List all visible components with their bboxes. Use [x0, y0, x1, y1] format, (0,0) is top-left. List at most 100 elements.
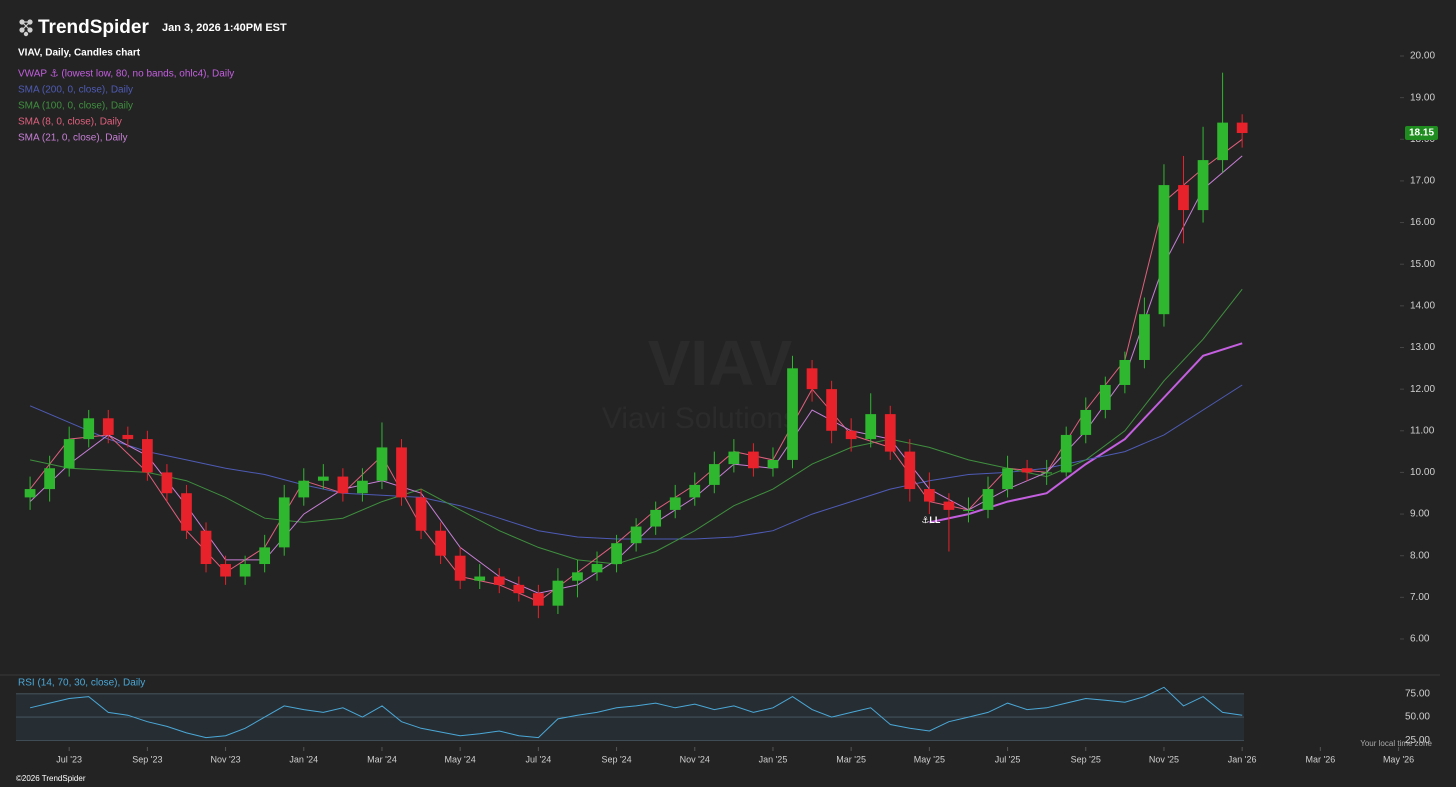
candle-body	[357, 480, 368, 494]
candle-body	[278, 497, 290, 548]
x-tick-label: May '24	[445, 754, 476, 764]
timezone-note: Your local time zone	[1360, 739, 1432, 748]
candle-body	[865, 414, 877, 440]
candle-body	[44, 468, 56, 490]
y-tick-label: 19.00	[1410, 92, 1435, 103]
candle-body	[787, 368, 798, 460]
candle-body	[611, 543, 622, 565]
candle-body	[317, 476, 329, 481]
y-tick-label: 12.00	[1410, 384, 1435, 395]
rsi-tick-label: 50.00	[1405, 712, 1430, 723]
candle-body	[1041, 472, 1053, 474]
y-tick-label: 16.00	[1410, 217, 1435, 228]
y-tick-label: 10.00	[1410, 467, 1435, 478]
x-tick-label: Sep '25	[1071, 754, 1101, 764]
x-tick-label: Mar '24	[367, 754, 397, 764]
x-tick-label: Nov '23	[210, 754, 240, 764]
y-tick-label: 7.00	[1410, 592, 1430, 603]
candle-body	[1080, 409, 1092, 435]
legend-entry: SMA (8, 0, close), Daily	[18, 117, 122, 128]
candle-body	[1021, 468, 1033, 473]
y-tick-label: 11.00	[1410, 425, 1435, 436]
candle-body	[982, 489, 994, 510]
candle-body	[708, 464, 720, 485]
legend-entry: VWAP ⚓ (lowest low, 80, no bands, ohlc4)…	[18, 69, 234, 80]
candle-body	[239, 564, 251, 577]
last-price-label: 18.15	[1409, 128, 1434, 139]
rsi-line	[29, 686, 1243, 739]
candle-body	[963, 509, 974, 511]
candle-body	[650, 509, 662, 527]
legend-entry: SMA (21, 0, close), Daily	[18, 133, 127, 144]
indicator-line	[929, 342, 1243, 524]
y-tick-label: 6.00	[1410, 634, 1430, 645]
x-tick-label: Jul '25	[995, 754, 1021, 764]
chart-title: VIAV, Daily, Candles chart	[18, 48, 141, 59]
logo-icon	[19, 19, 33, 37]
candle-body	[102, 418, 114, 435]
x-tick-label: May '25	[914, 754, 945, 764]
candle-body	[24, 489, 36, 498]
candle-body	[220, 564, 231, 577]
candle-body	[513, 584, 525, 594]
x-tick-label: Mar '26	[1305, 754, 1335, 764]
candle-body	[1217, 122, 1228, 161]
candle-body	[806, 368, 818, 390]
x-tick-label: May '26	[1383, 754, 1414, 764]
candle-body	[396, 447, 407, 498]
x-tick-label: Jul '23	[56, 754, 82, 764]
candle-body	[1236, 122, 1248, 134]
candle-body	[826, 389, 837, 431]
y-tick-label: 9.00	[1410, 509, 1430, 520]
watermark-symbol: VIAV	[648, 327, 793, 399]
candle-body	[1139, 314, 1150, 360]
candle-body	[845, 430, 857, 440]
candle-body	[728, 451, 740, 465]
legend-entry: SMA (200, 0, close), Daily	[18, 85, 133, 96]
candle-body	[298, 480, 310, 498]
candle-body	[1060, 434, 1072, 473]
candle-body	[415, 497, 427, 531]
x-tick-label: Nov '25	[1149, 754, 1179, 764]
candle-body	[141, 439, 153, 473]
y-tick-label: 8.00	[1410, 550, 1430, 561]
candle-body	[1158, 185, 1170, 315]
candle-body	[454, 555, 466, 581]
candle-body	[532, 593, 544, 606]
candle-body	[200, 530, 212, 565]
rsi-legend: RSI (14, 70, 30, close), Daily	[18, 678, 145, 689]
watermark-name: Viavi Solutions	[602, 402, 798, 435]
anchor-annotation: ⚓LL	[921, 515, 941, 525]
candle-body	[181, 493, 192, 531]
candle-body	[884, 414, 896, 452]
candle-body	[1119, 359, 1131, 385]
candle-body	[591, 564, 603, 573]
candle-body	[767, 459, 779, 469]
candle-body	[474, 576, 486, 581]
timestamp: Jan 3, 2026 1:40PM EST	[162, 22, 287, 34]
rsi-tick-label: 75.00	[1405, 688, 1430, 699]
candle-body	[748, 451, 759, 469]
candle-body	[1197, 160, 1209, 211]
x-tick-label: Nov '24	[680, 754, 710, 764]
x-tick-label: Jan '26	[1228, 754, 1257, 764]
candle-body	[630, 526, 642, 544]
brand[interactable]: TrendSpider	[38, 17, 149, 38]
y-tick-label: 15.00	[1410, 259, 1435, 270]
copyright: ©2026 TrendSpider	[16, 774, 86, 783]
candle-body	[1099, 384, 1111, 410]
x-tick-label: Jul '24	[526, 754, 552, 764]
candle-body	[689, 484, 701, 498]
y-tick-label: 17.00	[1410, 176, 1435, 187]
y-tick-label: 14.00	[1410, 300, 1435, 311]
candle-body	[337, 476, 349, 494]
x-tick-label: Sep '24	[601, 754, 631, 764]
y-tick-label: 20.00	[1410, 51, 1435, 62]
x-tick-label: Mar '25	[836, 754, 866, 764]
candle-body	[572, 572, 583, 581]
last-price-badge	[1405, 126, 1438, 141]
y-tick-label: 13.00	[1410, 342, 1435, 353]
